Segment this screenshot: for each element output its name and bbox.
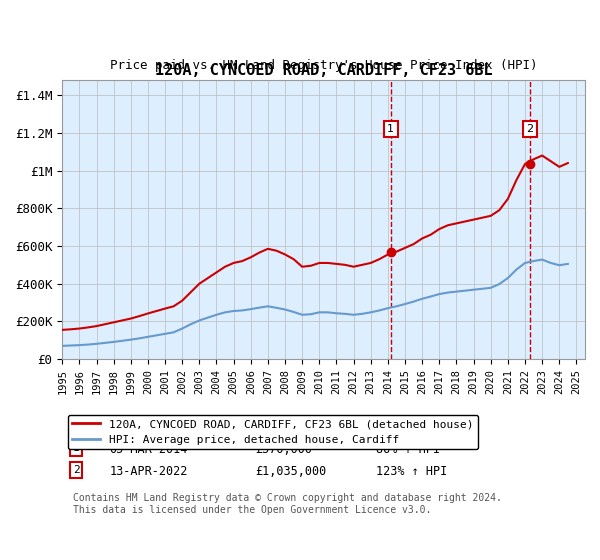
Text: £570,000: £570,000 [256, 443, 313, 456]
Text: 05-MAR-2014: 05-MAR-2014 [109, 443, 188, 456]
Text: 1: 1 [388, 124, 394, 134]
Text: 86% ↑ HPI: 86% ↑ HPI [376, 443, 440, 456]
Text: 1: 1 [73, 443, 79, 453]
Text: 2: 2 [526, 124, 533, 134]
Title: 120A, CYNCOED ROAD, CARDIFF, CF23 6BL: 120A, CYNCOED ROAD, CARDIFF, CF23 6BL [155, 63, 493, 78]
Text: £1,035,000: £1,035,000 [256, 465, 327, 478]
Text: 2: 2 [73, 465, 79, 475]
Text: Price paid vs. HM Land Registry's House Price Index (HPI): Price paid vs. HM Land Registry's House … [110, 59, 538, 72]
Text: Contains HM Land Registry data © Crown copyright and database right 2024.
This d: Contains HM Land Registry data © Crown c… [73, 493, 502, 515]
Text: 123% ↑ HPI: 123% ↑ HPI [376, 465, 447, 478]
Legend: 120A, CYNCOED ROAD, CARDIFF, CF23 6BL (detached house), HPI: Average price, deta: 120A, CYNCOED ROAD, CARDIFF, CF23 6BL (d… [68, 415, 478, 449]
Text: 13-APR-2022: 13-APR-2022 [109, 465, 188, 478]
